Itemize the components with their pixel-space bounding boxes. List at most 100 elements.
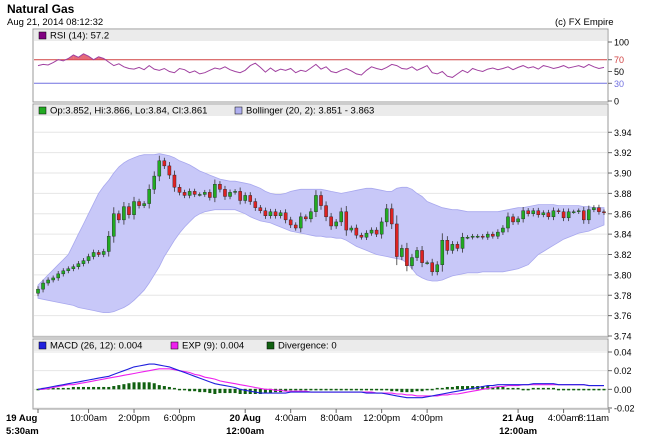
rsi-legend: RSI (14): 57.2 <box>50 31 109 42</box>
divergence-bar <box>137 382 141 390</box>
x-tick-label: 10:00am <box>70 413 107 424</box>
candle-body <box>571 211 576 213</box>
candle-body <box>587 209 591 221</box>
divergence-bar <box>395 388 399 392</box>
divergence-bar <box>562 388 566 391</box>
divergence-bar <box>71 386 75 390</box>
candle-body <box>602 211 606 213</box>
candle-body <box>197 194 202 196</box>
divergence-bar <box>238 388 242 394</box>
divergence-bar <box>223 388 227 394</box>
divergence-bar <box>319 388 323 391</box>
candle-body <box>475 235 480 238</box>
candle-body <box>273 211 278 217</box>
x-tick-label: 6:00pm <box>164 413 196 424</box>
divergence-bar <box>430 388 434 391</box>
divergence-bar <box>420 388 424 392</box>
candle-body <box>430 262 434 273</box>
divergence-bar <box>354 388 358 391</box>
candle-body <box>243 195 247 201</box>
x-tick-label: 8:00am <box>320 413 352 424</box>
candle-body <box>400 248 404 257</box>
candle-body <box>561 211 566 219</box>
bollinger-legend: Bollinger (20, 2): 3.851 - 3.863 <box>246 106 374 117</box>
divergence-bar <box>521 388 525 391</box>
candle-body <box>137 201 141 206</box>
divergence-bar <box>466 386 470 390</box>
chart-title: Natural Gas <box>7 2 75 16</box>
exp-legend: EXP (9): 0.004 <box>182 341 244 352</box>
candle-body <box>546 212 551 218</box>
divergence-bar <box>162 386 166 390</box>
rsi-tick-label: 100 <box>614 38 629 48</box>
candle-body <box>142 203 146 206</box>
rsi-plot <box>37 53 605 78</box>
price-tick-label: 3.94 <box>614 128 632 138</box>
candle-body <box>304 216 308 220</box>
candle-body <box>81 260 86 264</box>
price-tick-label: 3.92 <box>614 148 632 158</box>
candle-body <box>384 208 389 223</box>
divergence-bar <box>233 388 237 394</box>
x-axis: 19 Aug 5:30am 10:00am 2:00pm 6:00pm 20 Aug 12:… <box>6 409 610 437</box>
divergence-bar <box>339 388 343 391</box>
candle-body <box>344 211 349 231</box>
divergence-bar <box>435 387 439 390</box>
candle-body <box>450 244 455 251</box>
candle-body <box>597 207 601 212</box>
candle-body <box>369 229 374 234</box>
candle-body <box>86 256 91 261</box>
divergence-bar <box>385 388 389 391</box>
candle-body <box>192 191 197 195</box>
divergence-bar <box>218 388 222 394</box>
candle-body <box>152 175 156 190</box>
divergence-bar <box>349 388 353 391</box>
divergence-bar <box>526 388 530 391</box>
candle-body <box>61 270 66 275</box>
divergence-bar <box>309 388 313 391</box>
candle-body <box>309 211 313 220</box>
divergence-bar <box>243 388 247 394</box>
divergence-bar <box>597 388 601 391</box>
candle-body <box>536 210 541 215</box>
divergence-bar <box>481 386 485 390</box>
divergence-bar <box>511 387 515 390</box>
divergence-bar <box>405 388 409 393</box>
divergence-legend: Divergence: 0 <box>278 341 337 352</box>
candle-body <box>566 211 571 219</box>
price-tick-label: 3.88 <box>614 189 632 199</box>
x-tick-label: 2:00pm <box>118 413 150 424</box>
candle-body <box>187 191 192 196</box>
candle-body <box>122 206 126 221</box>
x-tick-label: 4:00am <box>548 413 580 424</box>
divergence-bar <box>87 386 91 390</box>
price-tick-label: 3.82 <box>614 250 632 260</box>
divergence-bar <box>592 388 596 391</box>
divergence-bar <box>152 383 156 390</box>
x-tick-label: 21 Aug <box>502 413 534 424</box>
candle-body <box>46 279 50 284</box>
macd-plot <box>36 363 606 399</box>
macd-line <box>37 363 604 399</box>
price-tick-label: 3.80 <box>614 270 632 280</box>
candle-body <box>455 244 460 249</box>
divergence-bar <box>536 387 540 390</box>
candle-body <box>445 240 450 251</box>
divergence-bar <box>213 388 217 394</box>
candle-body <box>582 210 586 221</box>
divergence-bar <box>324 388 328 391</box>
price-tick-label: 3.84 <box>614 230 632 240</box>
divergence-bar <box>268 388 272 394</box>
price-tick-label: 3.76 <box>614 311 632 321</box>
x-tick-label: 20 Aug <box>230 413 262 424</box>
candle-body <box>521 210 525 220</box>
candle-body <box>440 240 445 265</box>
price-tick-label: 3.78 <box>614 291 632 301</box>
divergence-bar <box>375 388 379 391</box>
candle-body <box>541 212 546 215</box>
candle-body <box>501 227 505 233</box>
divergence-bar <box>127 383 131 390</box>
x-tick-label: 8:11am <box>578 413 609 424</box>
divergence-bar <box>258 388 262 394</box>
divergence-bar <box>61 387 65 390</box>
